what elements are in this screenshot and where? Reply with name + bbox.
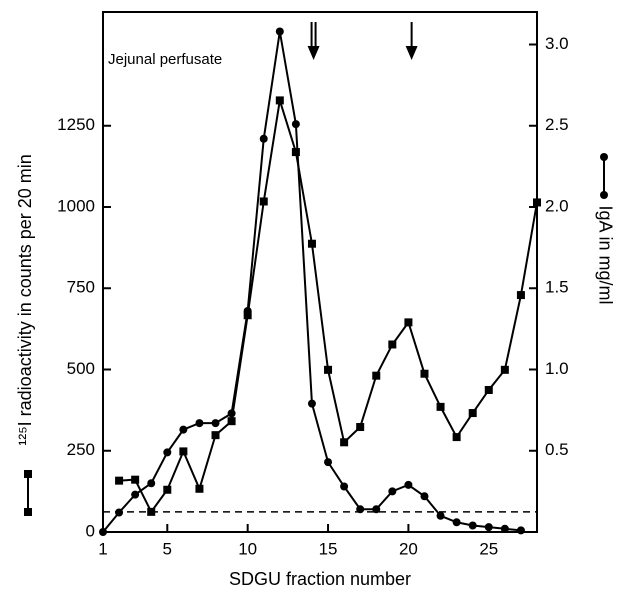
square-marker (147, 507, 156, 516)
circle-marker (163, 448, 172, 457)
circle-marker (195, 419, 204, 428)
circle-marker (388, 487, 397, 496)
circle-marker (131, 490, 140, 499)
x-tick-label: 25 (479, 539, 498, 558)
circle-marker (516, 526, 525, 535)
square-marker (372, 371, 381, 380)
y2-legend-glyph (600, 153, 608, 199)
circle-marker (243, 307, 252, 315)
circle-marker (99, 528, 107, 536)
x-tick-label: 10 (238, 539, 257, 558)
y2-tick-label: 1.0 (545, 359, 569, 378)
circle-marker (227, 409, 236, 418)
circle-marker (420, 492, 429, 501)
square-marker (500, 365, 509, 374)
square-marker (275, 96, 284, 105)
circle-marker (468, 521, 477, 530)
x-tick-label: 15 (319, 539, 338, 558)
square-marker (484, 385, 493, 394)
x-axis-label: SDGU fraction number (229, 569, 411, 589)
square-marker (307, 239, 316, 248)
circle-marker (211, 419, 220, 428)
square-marker (436, 402, 445, 411)
y-axis-label: ¹²⁵I radioactivity in counts per 20 min (15, 154, 35, 446)
square-marker (131, 475, 140, 484)
y-tick-label: 500 (67, 359, 95, 378)
x-tick-label: 5 (163, 539, 172, 558)
circle-marker (259, 134, 268, 143)
y-tick-label: 750 (67, 278, 95, 297)
y-tick-label: 1000 (57, 196, 95, 215)
circle-marker (340, 482, 349, 491)
y-tick-label: 250 (67, 440, 95, 459)
circle-marker (275, 27, 284, 36)
square-marker (533, 198, 541, 207)
circle-marker (372, 505, 381, 514)
square-marker (195, 484, 204, 493)
circle-marker (404, 480, 413, 489)
square-marker (356, 423, 365, 432)
arrow (307, 22, 320, 60)
y-tick-label: 0 (86, 521, 95, 540)
circle-marker (356, 505, 365, 514)
y2-tick-label: 3.0 (545, 34, 569, 53)
square-marker (340, 438, 349, 447)
square-marker (452, 433, 461, 442)
y-legend-glyph (24, 470, 32, 516)
x-tick-label: 1 (98, 539, 107, 558)
square-marker (179, 447, 188, 456)
square-marker (211, 431, 220, 440)
circle-marker (500, 524, 509, 533)
arrow (405, 22, 418, 60)
circle-marker (436, 511, 445, 520)
y2-tick-label: 2.5 (545, 115, 569, 134)
y2-tick-label: 0.5 (545, 440, 569, 459)
square-marker (291, 148, 300, 157)
y2-axis-label: IgA in mg/ml (595, 205, 615, 304)
circle-marker (115, 508, 124, 517)
square-marker (115, 476, 124, 485)
circle-marker (307, 399, 316, 408)
circle-marker (324, 458, 333, 467)
square-marker (404, 318, 413, 327)
annotation: Jejunal perfusate (108, 51, 222, 68)
circle-marker (484, 523, 493, 532)
y-tick-label: 1250 (57, 115, 95, 134)
series-line (102, 31, 522, 533)
y2-tick-label: 2.0 (545, 196, 569, 215)
square-marker (259, 197, 268, 206)
circle-marker (291, 120, 300, 129)
square-marker (227, 417, 236, 426)
square-marker (388, 340, 397, 349)
square-marker (163, 485, 172, 494)
square-marker (324, 365, 333, 374)
x-tick-label: 20 (399, 539, 418, 558)
square-marker (516, 291, 525, 300)
plot-frame (102, 11, 538, 533)
y2-tick-label: 1.5 (545, 278, 569, 297)
circle-marker (179, 425, 188, 434)
circle-marker (452, 518, 461, 527)
square-marker (468, 409, 477, 418)
square-marker (420, 369, 429, 378)
circle-marker (147, 479, 156, 488)
